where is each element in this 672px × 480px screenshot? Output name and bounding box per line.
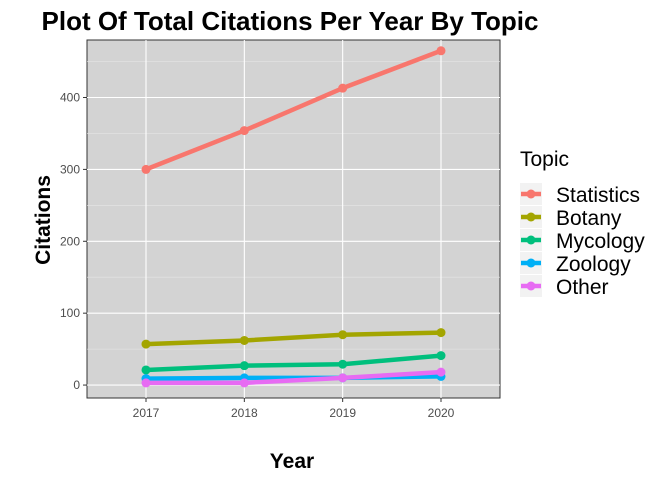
x-axis-title: Year (270, 450, 314, 473)
legend-label-botany: Botany (556, 207, 622, 230)
data-point-other (436, 367, 446, 377)
data-point-statistics (141, 164, 151, 174)
data-point-botany (338, 330, 348, 340)
legend-key-point-zoology (526, 258, 536, 268)
legend-label-mycology: Mycology (556, 230, 645, 253)
chart-title: Plot Of Total Citations Per Year By Topi… (42, 6, 539, 36)
y-tick-label: 400 (60, 91, 80, 105)
x-tick-label: 2019 (329, 406, 356, 420)
legend-key-point-statistics (526, 189, 536, 199)
data-point-other (338, 373, 348, 383)
y-tick-label: 100 (60, 306, 80, 320)
data-point-statistics (239, 126, 249, 136)
axis-ticks: 0 100 200 300 400 2017 2018 2019 2020 (60, 91, 455, 420)
data-point-mycology (239, 361, 249, 371)
legend-title: Topic (520, 148, 569, 171)
x-tick-label: 2018 (231, 406, 258, 420)
legend-key-point-other (526, 281, 536, 291)
series-line-mycology (143, 353, 444, 373)
legend-label-zoology: Zoology (556, 253, 631, 276)
y-tick-label: 0 (73, 378, 80, 392)
data-point-botany (436, 328, 446, 338)
data-point-statistics (436, 46, 446, 56)
series-line-other (143, 369, 444, 386)
legend-key-point-botany (526, 212, 536, 222)
legend: Topic StatisticsBotanyMycologyZoologyOth… (520, 148, 645, 299)
data-point-botany (239, 335, 249, 345)
data-point-botany (141, 339, 151, 349)
series-line-botany (143, 330, 444, 347)
x-tick-label: 2020 (428, 406, 455, 420)
x-tick-label: 2017 (133, 406, 160, 420)
y-tick-label: 300 (60, 162, 80, 176)
series-line-statistics (143, 48, 444, 172)
data-point-statistics (338, 83, 348, 93)
legend-label-statistics: Statistics (556, 184, 640, 207)
data-point-mycology (338, 359, 348, 369)
y-axis-title: Citations (32, 175, 55, 265)
series-group (141, 46, 446, 388)
legend-label-other: Other (556, 276, 609, 299)
gridlines (87, 40, 500, 398)
data-point-mycology (436, 351, 446, 361)
legend-key-point-mycology (526, 235, 536, 245)
data-point-mycology (141, 365, 151, 375)
data-point-other (141, 378, 151, 388)
y-tick-label: 200 (60, 234, 80, 248)
data-point-other (239, 378, 249, 388)
